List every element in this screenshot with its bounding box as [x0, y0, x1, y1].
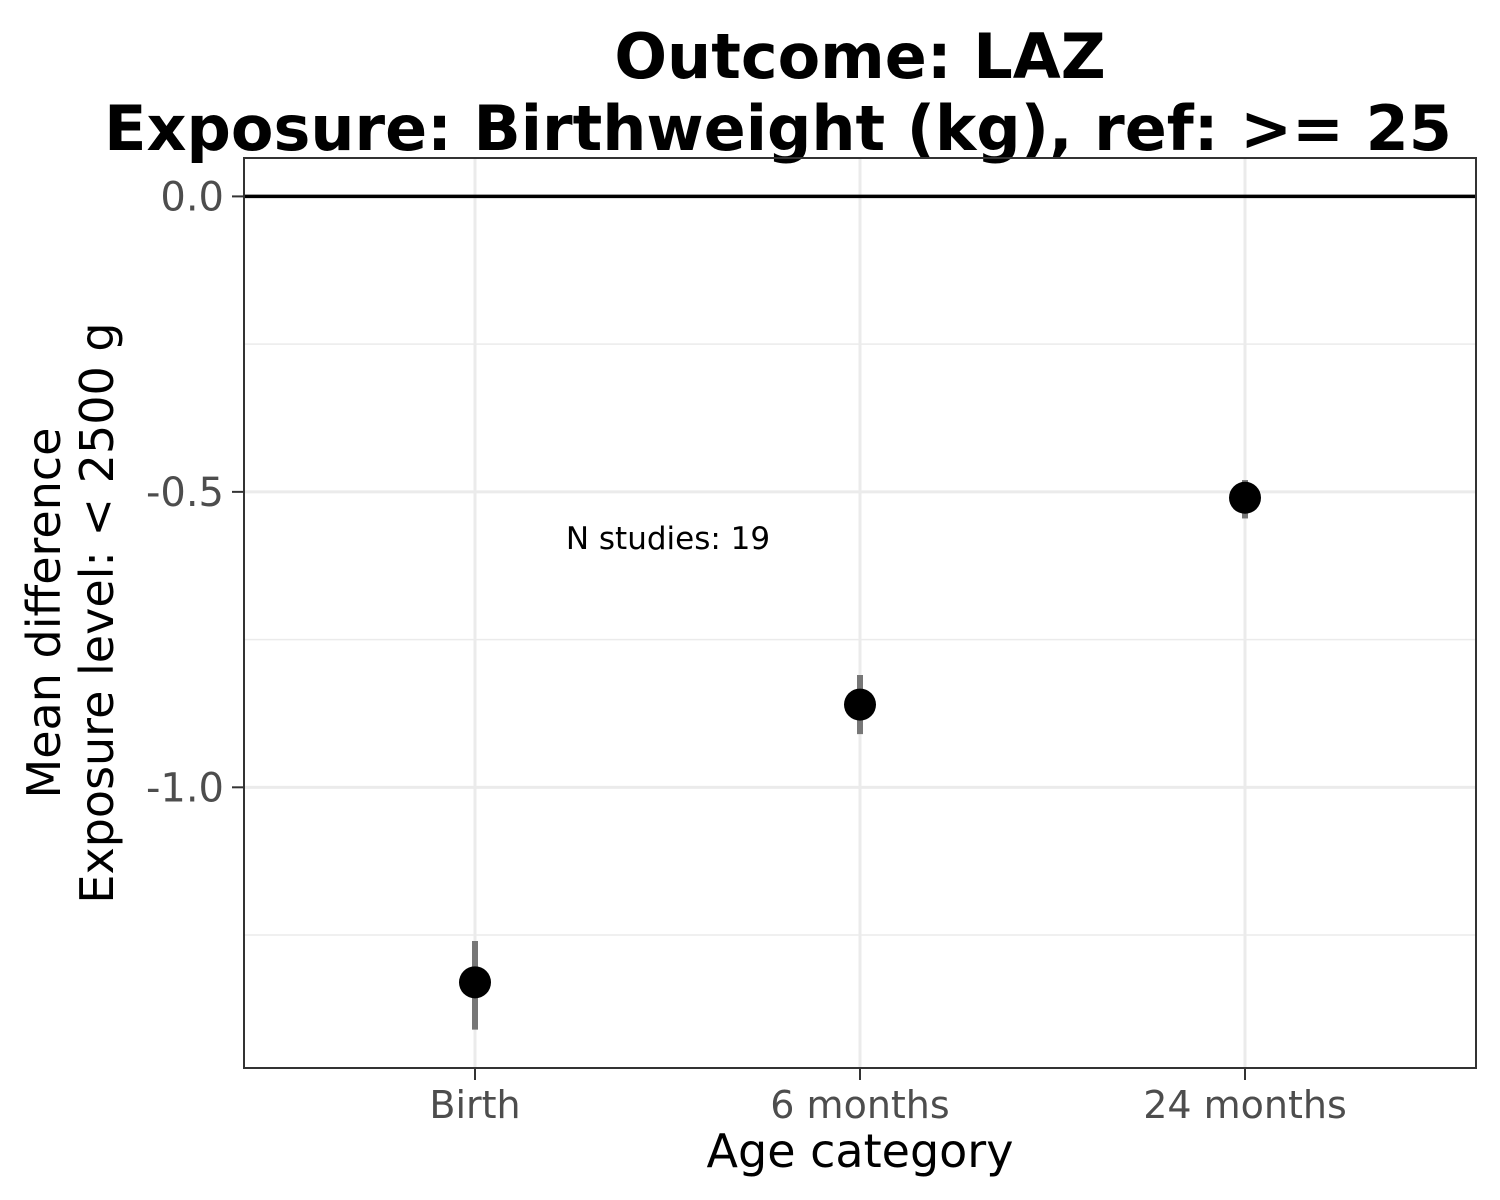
point-birth — [459, 966, 491, 999]
x-axis: Birth 6 months 24 months — [429, 1068, 1347, 1127]
y-tick-label-2: -1.0 — [146, 765, 224, 811]
data-points — [459, 481, 1261, 999]
x-tick-label-1: 6 months — [770, 1083, 949, 1127]
chart-title-line-1: Outcome: LAZ — [614, 20, 1105, 93]
x-tick-label-2: 24 months — [1143, 1083, 1347, 1127]
point-6-months — [844, 688, 876, 721]
chart-title-line-2: Exposure: Birthweight (kg), ref: >= 25 — [104, 92, 1452, 165]
x-axis-title: Age category — [707, 1124, 1014, 1178]
y-axis-title-line-1: Mean difference — [17, 428, 71, 799]
point-24-months — [1229, 481, 1261, 514]
y-tick-label-0: 0.0 — [160, 174, 224, 220]
y-tick-label-1: -0.5 — [146, 470, 224, 516]
n-studies-annotation: N studies: 19 — [566, 521, 770, 557]
y-axis-title-line-2: Exposure level: < 2500 g — [70, 322, 124, 903]
y-axis: 0.0 -0.5 -1.0 — [146, 174, 244, 811]
x-tick-label-0: Birth — [429, 1083, 520, 1127]
